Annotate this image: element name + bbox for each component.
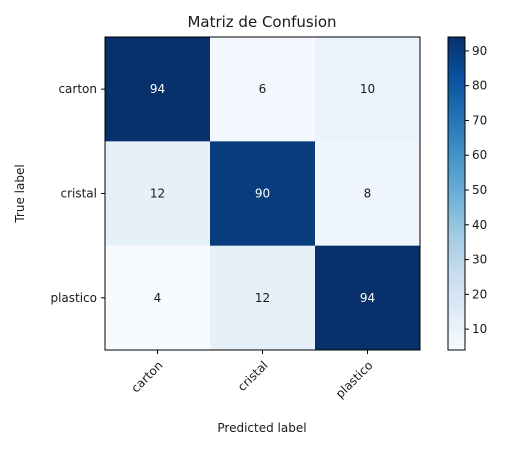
cell-value-label: 4 — [154, 291, 162, 305]
cell-value-label: 6 — [259, 82, 267, 96]
colorbar-tick-label: 30 — [472, 253, 487, 267]
y-axis-label: True label — [13, 164, 27, 223]
heatmap-cell — [210, 245, 316, 351]
heatmap-cell — [105, 37, 211, 142]
y-tick-label: plastico — [50, 291, 97, 305]
colorbar-tick-label: 40 — [472, 218, 487, 232]
heatmap-cell — [315, 245, 421, 351]
heatmap-cell — [210, 37, 316, 142]
colorbar — [447, 36, 466, 351]
colorbar-tick-label: 70 — [472, 113, 487, 127]
heatmap-cell — [315, 37, 421, 142]
x-axis-label: Predicted label — [217, 421, 306, 435]
cell-value-label: 12 — [150, 187, 165, 201]
cell-value-label: 90 — [255, 187, 270, 201]
colorbar-tick-label: 10 — [472, 322, 487, 336]
y-axis-ticks: carton cristal plastico — [50, 82, 105, 305]
cell-value-label: 12 — [255, 291, 270, 305]
cell-value-label: 8 — [364, 187, 372, 201]
cell-value-label: 10 — [360, 82, 375, 96]
cell-value-labels: 94 6 10 12 90 8 4 12 94 — [150, 82, 375, 305]
colorbar-tick-label: 90 — [472, 44, 487, 58]
y-tick-label: cristal — [60, 187, 97, 201]
colorbar-tick-label: 50 — [472, 183, 487, 197]
heatmap-cell — [210, 141, 316, 247]
heatmap-cells — [105, 37, 421, 351]
colorbar-tick-label: 60 — [472, 148, 487, 162]
cell-value-label: 94 — [360, 291, 375, 305]
cell-value-label: 94 — [150, 82, 165, 96]
colorbar-tick-label: 80 — [472, 79, 487, 93]
heatmap-cell — [315, 141, 421, 247]
x-axis-ticks: carton cristal plastico — [128, 350, 376, 401]
x-tick-label: cristal — [235, 358, 271, 394]
colorbar-tick-label: 20 — [472, 287, 487, 301]
heatmap-cell — [105, 245, 211, 351]
chart-title: Matriz de Confusion — [187, 13, 336, 31]
x-tick-label: carton — [128, 358, 165, 395]
x-tick-label: plastico — [333, 358, 376, 401]
heatmap-cell — [105, 141, 211, 247]
colorbar-ticks: 10 20 30 40 50 60 70 80 90 — [465, 44, 487, 336]
y-tick-label: carton — [58, 82, 97, 96]
